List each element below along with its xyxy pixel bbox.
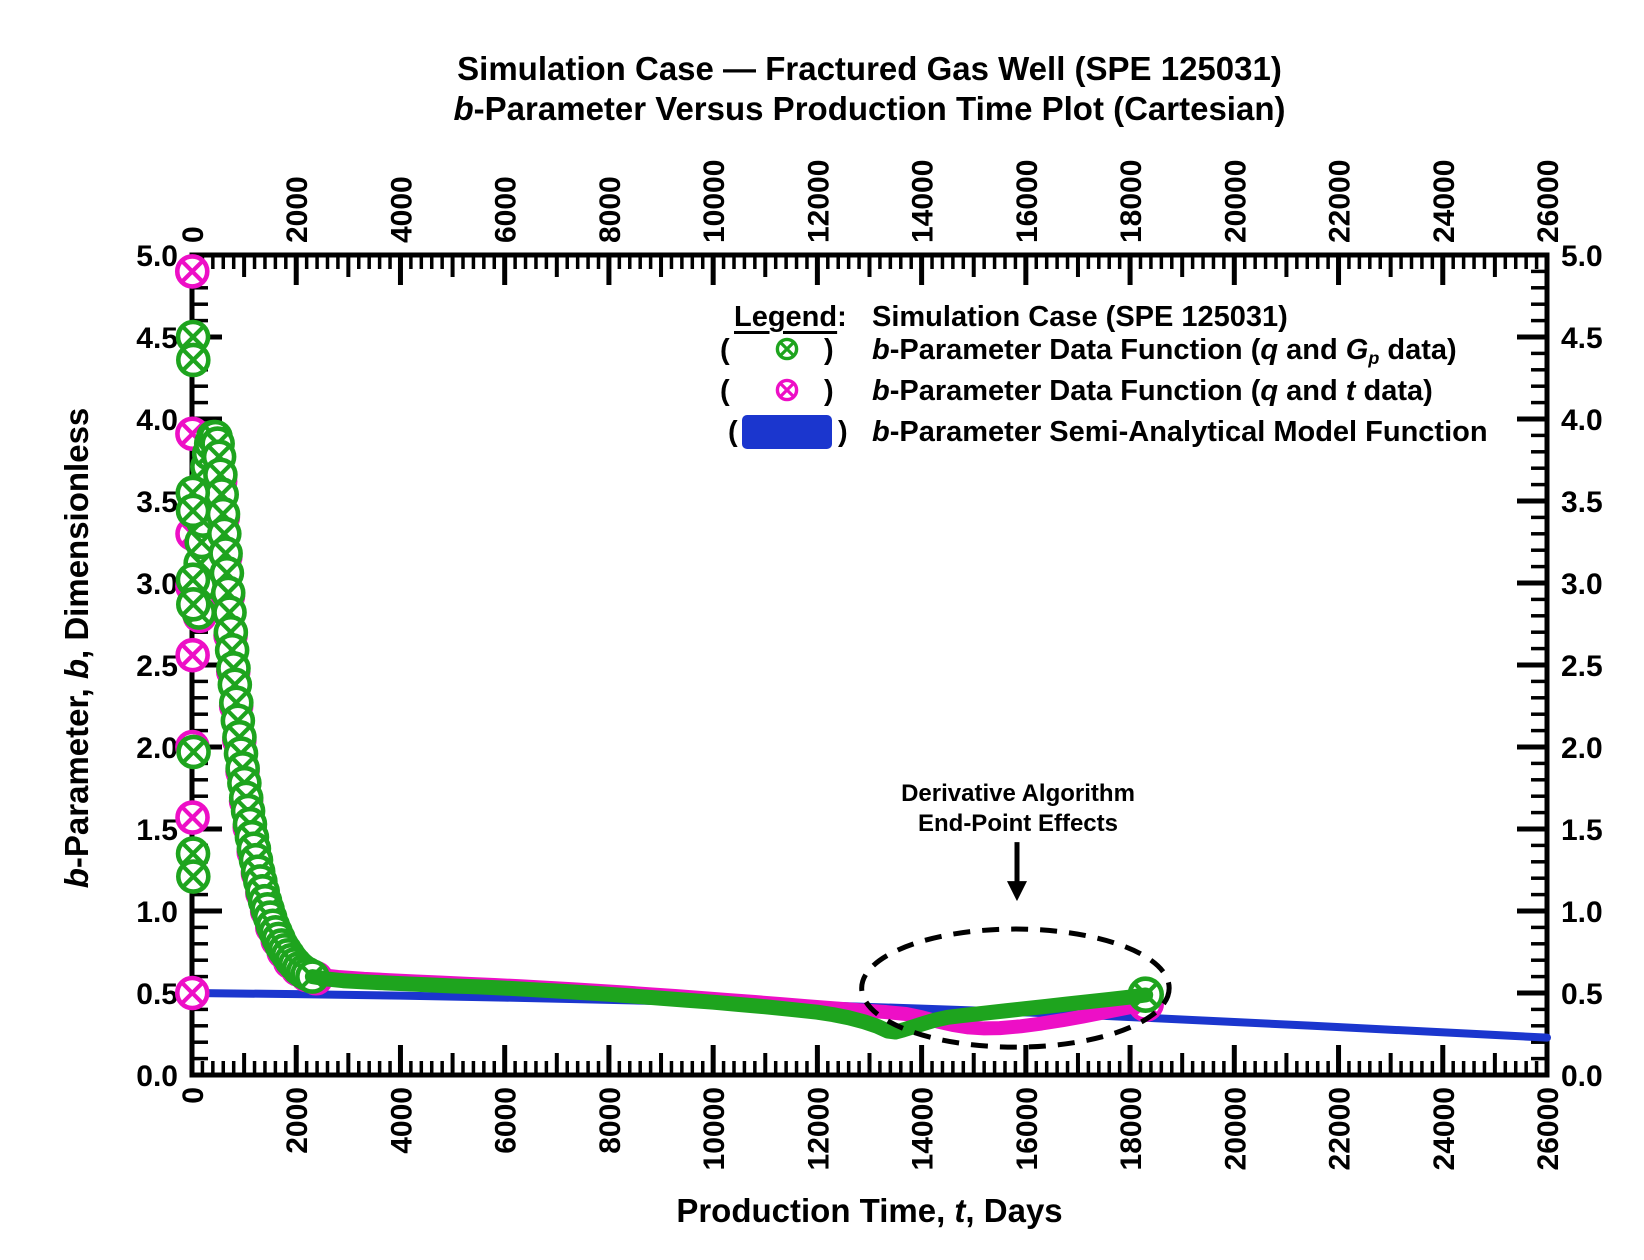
chart-title-line2: b-Parameter Versus Production Time Plot … xyxy=(453,90,1286,127)
b-parameter-q-gp-data-band xyxy=(304,969,1154,1040)
legend-heading-row: Legend: Simulation Case (SPE 125031) xyxy=(0,300,1644,334)
svg-text:2.0: 2.0 xyxy=(136,732,178,765)
svg-text:12000: 12000 xyxy=(802,1087,835,1170)
legend-paren-close: ) xyxy=(838,416,848,448)
svg-text:18000: 18000 xyxy=(1115,1087,1148,1170)
svg-text:24000: 24000 xyxy=(1428,160,1461,243)
svg-text:4.5: 4.5 xyxy=(1561,322,1603,355)
svg-text:3.5: 3.5 xyxy=(1561,486,1603,519)
svg-text:1.5: 1.5 xyxy=(136,814,178,847)
legend-row-q-gp-data: ( ) b-Parameter Data Function (q and Gp … xyxy=(0,333,1644,369)
svg-text:26000: 26000 xyxy=(1532,1087,1565,1170)
svg-text:3.5: 3.5 xyxy=(136,486,178,519)
legend-heading-colon: : xyxy=(837,301,847,333)
legend-heading-word: Legend xyxy=(734,301,838,333)
svg-text:2000: 2000 xyxy=(281,176,314,243)
b-parameter-q-t-data-series xyxy=(174,254,1165,1022)
x-tick-labels: 0 0 2000 2000 4000 4000 6000 6000 8000 8000 10000 1… xyxy=(177,160,1565,1171)
legend-paren-open: ( xyxy=(720,334,730,366)
svg-text:10000: 10000 xyxy=(698,160,731,243)
svg-text:3.0: 3.0 xyxy=(1561,568,1603,601)
svg-text:4.0: 4.0 xyxy=(1561,404,1603,437)
svg-text:5.0: 5.0 xyxy=(1561,240,1603,273)
svg-text:12000: 12000 xyxy=(802,160,835,243)
svg-text:2.5: 2.5 xyxy=(136,650,178,683)
b-parameter-q-gp-data-series xyxy=(175,319,1165,1013)
svg-text:8000: 8000 xyxy=(594,176,627,243)
svg-text:22000: 22000 xyxy=(1324,1087,1357,1170)
annotation-line2: End-Point Effects xyxy=(917,810,1118,837)
svg-text:1.5: 1.5 xyxy=(1561,814,1603,847)
svg-text:16000: 16000 xyxy=(1011,160,1044,243)
magenta-circle-x-marker-icon xyxy=(762,374,812,408)
svg-text:6000: 6000 xyxy=(490,1087,523,1154)
svg-text:2000: 2000 xyxy=(281,1087,314,1154)
svg-text:20000: 20000 xyxy=(1219,1087,1252,1170)
svg-text:14000: 14000 xyxy=(907,160,940,243)
legend-paren-open: ( xyxy=(728,416,738,448)
svg-text:4.5: 4.5 xyxy=(136,322,178,355)
svg-text:2.0: 2.0 xyxy=(1561,732,1603,765)
legend-row-model: ( ) b-Parameter Semi-Analytical Model Fu… xyxy=(0,415,1644,449)
svg-text:0.0: 0.0 xyxy=(1561,1060,1603,1093)
y-axis-title: b-Parameter, b, Dimensionless xyxy=(58,407,95,889)
svg-text:0: 0 xyxy=(177,1087,210,1104)
legend-paren-close: ) xyxy=(824,334,834,366)
svg-text:1.0: 1.0 xyxy=(136,896,178,929)
svg-text:14000: 14000 xyxy=(907,1087,940,1170)
svg-text:2.5: 2.5 xyxy=(1561,650,1603,683)
svg-text:3.0: 3.0 xyxy=(136,568,178,601)
blue-line-sample-icon xyxy=(742,415,832,449)
svg-text:20000: 20000 xyxy=(1219,160,1252,243)
svg-text:24000: 24000 xyxy=(1428,1087,1461,1170)
annotation-line1: Derivative Algorithm xyxy=(901,780,1135,807)
svg-text:4000: 4000 xyxy=(385,1087,418,1154)
green-circle-x-marker-icon xyxy=(762,333,812,367)
svg-text:0.5: 0.5 xyxy=(1561,978,1603,1011)
svg-text:4000: 4000 xyxy=(385,176,418,243)
annotation-endpoint-effects: Derivative Algorithm End-Point Effects xyxy=(768,779,1268,839)
chart-title-line1: Simulation Case — Fractured Gas Well (SP… xyxy=(457,50,1282,87)
endpoint-effects-ellipse xyxy=(859,926,1172,1050)
svg-text:0: 0 xyxy=(177,226,210,243)
svg-text:5.0: 5.0 xyxy=(136,240,178,273)
svg-text:18000: 18000 xyxy=(1115,160,1148,243)
legend-heading: Legend: xyxy=(734,300,847,334)
svg-text:1.0: 1.0 xyxy=(1561,896,1603,929)
svg-text:4.0: 4.0 xyxy=(136,404,178,437)
svg-text:0.5: 0.5 xyxy=(136,978,178,1011)
svg-text:0.0: 0.0 xyxy=(136,1060,178,1093)
legend-label-q-gp-data: b-Parameter Data Function (q and Gp data… xyxy=(872,334,1457,369)
y-tick-labels: 0.0 0.0 0.5 0.5 1.0 1.0 1.5 1.5 2.0 2.0 2.5 2.5 3.0 3… xyxy=(136,240,1602,1093)
svg-text:8000: 8000 xyxy=(594,1087,627,1154)
svg-text:22000: 22000 xyxy=(1324,160,1357,243)
x-ticks xyxy=(189,257,1550,1073)
svg-text:6000: 6000 xyxy=(490,176,523,243)
svg-text:16000: 16000 xyxy=(1011,1087,1044,1170)
x-axis-title: Production Time, t, Days xyxy=(676,1192,1063,1229)
legend-title: Simulation Case (SPE 125031) xyxy=(872,301,1288,333)
legend-paren-open: ( xyxy=(720,375,730,407)
svg-text:10000: 10000 xyxy=(698,1087,731,1170)
annotation-arrowhead-icon xyxy=(1006,881,1027,902)
legend-paren-close: ) xyxy=(824,375,834,407)
legend-row-q-t-data: ( ) b-Parameter Data Function (q and t d… xyxy=(0,374,1644,408)
legend-label-model: b-Parameter Semi-Analytical Model Functi… xyxy=(872,416,1488,448)
legend-label-q-t-data: b-Parameter Data Function (q and t data) xyxy=(872,375,1433,407)
svg-text:26000: 26000 xyxy=(1532,160,1565,243)
